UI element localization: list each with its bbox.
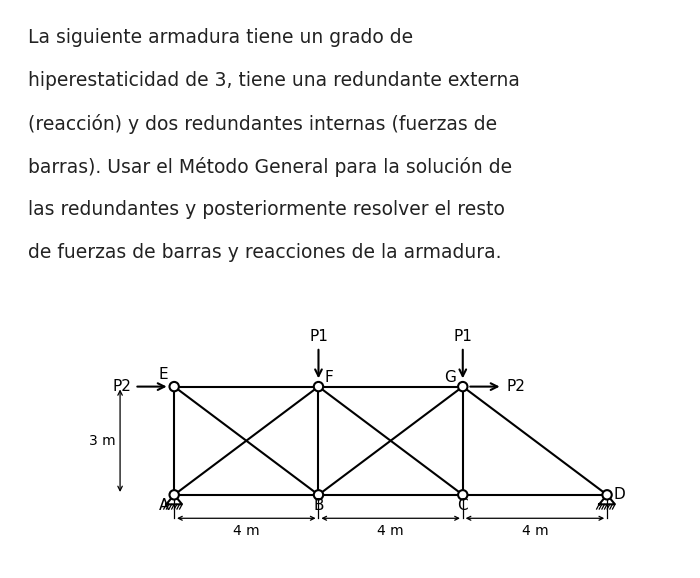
Text: de fuerzas de barras y reacciones de la armadura.: de fuerzas de barras y reacciones de la …	[28, 243, 501, 262]
Text: 4 m: 4 m	[377, 524, 404, 538]
Text: barras). Usar el Método General para la solución de: barras). Usar el Método General para la …	[28, 157, 512, 177]
Text: 4 m: 4 m	[233, 524, 260, 538]
Text: P2: P2	[506, 379, 525, 394]
Text: (reacción) y dos redundantes internas (fuerzas de: (reacción) y dos redundantes internas (f…	[28, 114, 497, 134]
Circle shape	[458, 490, 468, 499]
Circle shape	[603, 490, 612, 499]
Circle shape	[314, 490, 323, 499]
Text: 4 m: 4 m	[522, 524, 548, 538]
Text: 3 m: 3 m	[89, 434, 116, 448]
Text: C: C	[458, 498, 468, 513]
Circle shape	[169, 490, 179, 499]
Text: P2: P2	[112, 379, 131, 394]
Text: B: B	[313, 498, 323, 513]
Text: D: D	[614, 487, 625, 502]
Text: G: G	[444, 370, 456, 385]
Text: P1: P1	[309, 329, 328, 344]
Text: P1: P1	[454, 329, 473, 344]
Text: La siguiente armadura tiene un grado de: La siguiente armadura tiene un grado de	[28, 28, 413, 47]
Text: E: E	[158, 367, 168, 382]
Circle shape	[458, 382, 468, 391]
Text: las redundantes y posteriormente resolver el resto: las redundantes y posteriormente resolve…	[28, 200, 505, 219]
Text: A: A	[158, 498, 169, 513]
Text: F: F	[325, 370, 334, 385]
Circle shape	[169, 382, 179, 391]
Circle shape	[314, 382, 323, 391]
Text: hiperestaticidad de 3, tiene una redundante externa: hiperestaticidad de 3, tiene una redunda…	[28, 71, 519, 90]
